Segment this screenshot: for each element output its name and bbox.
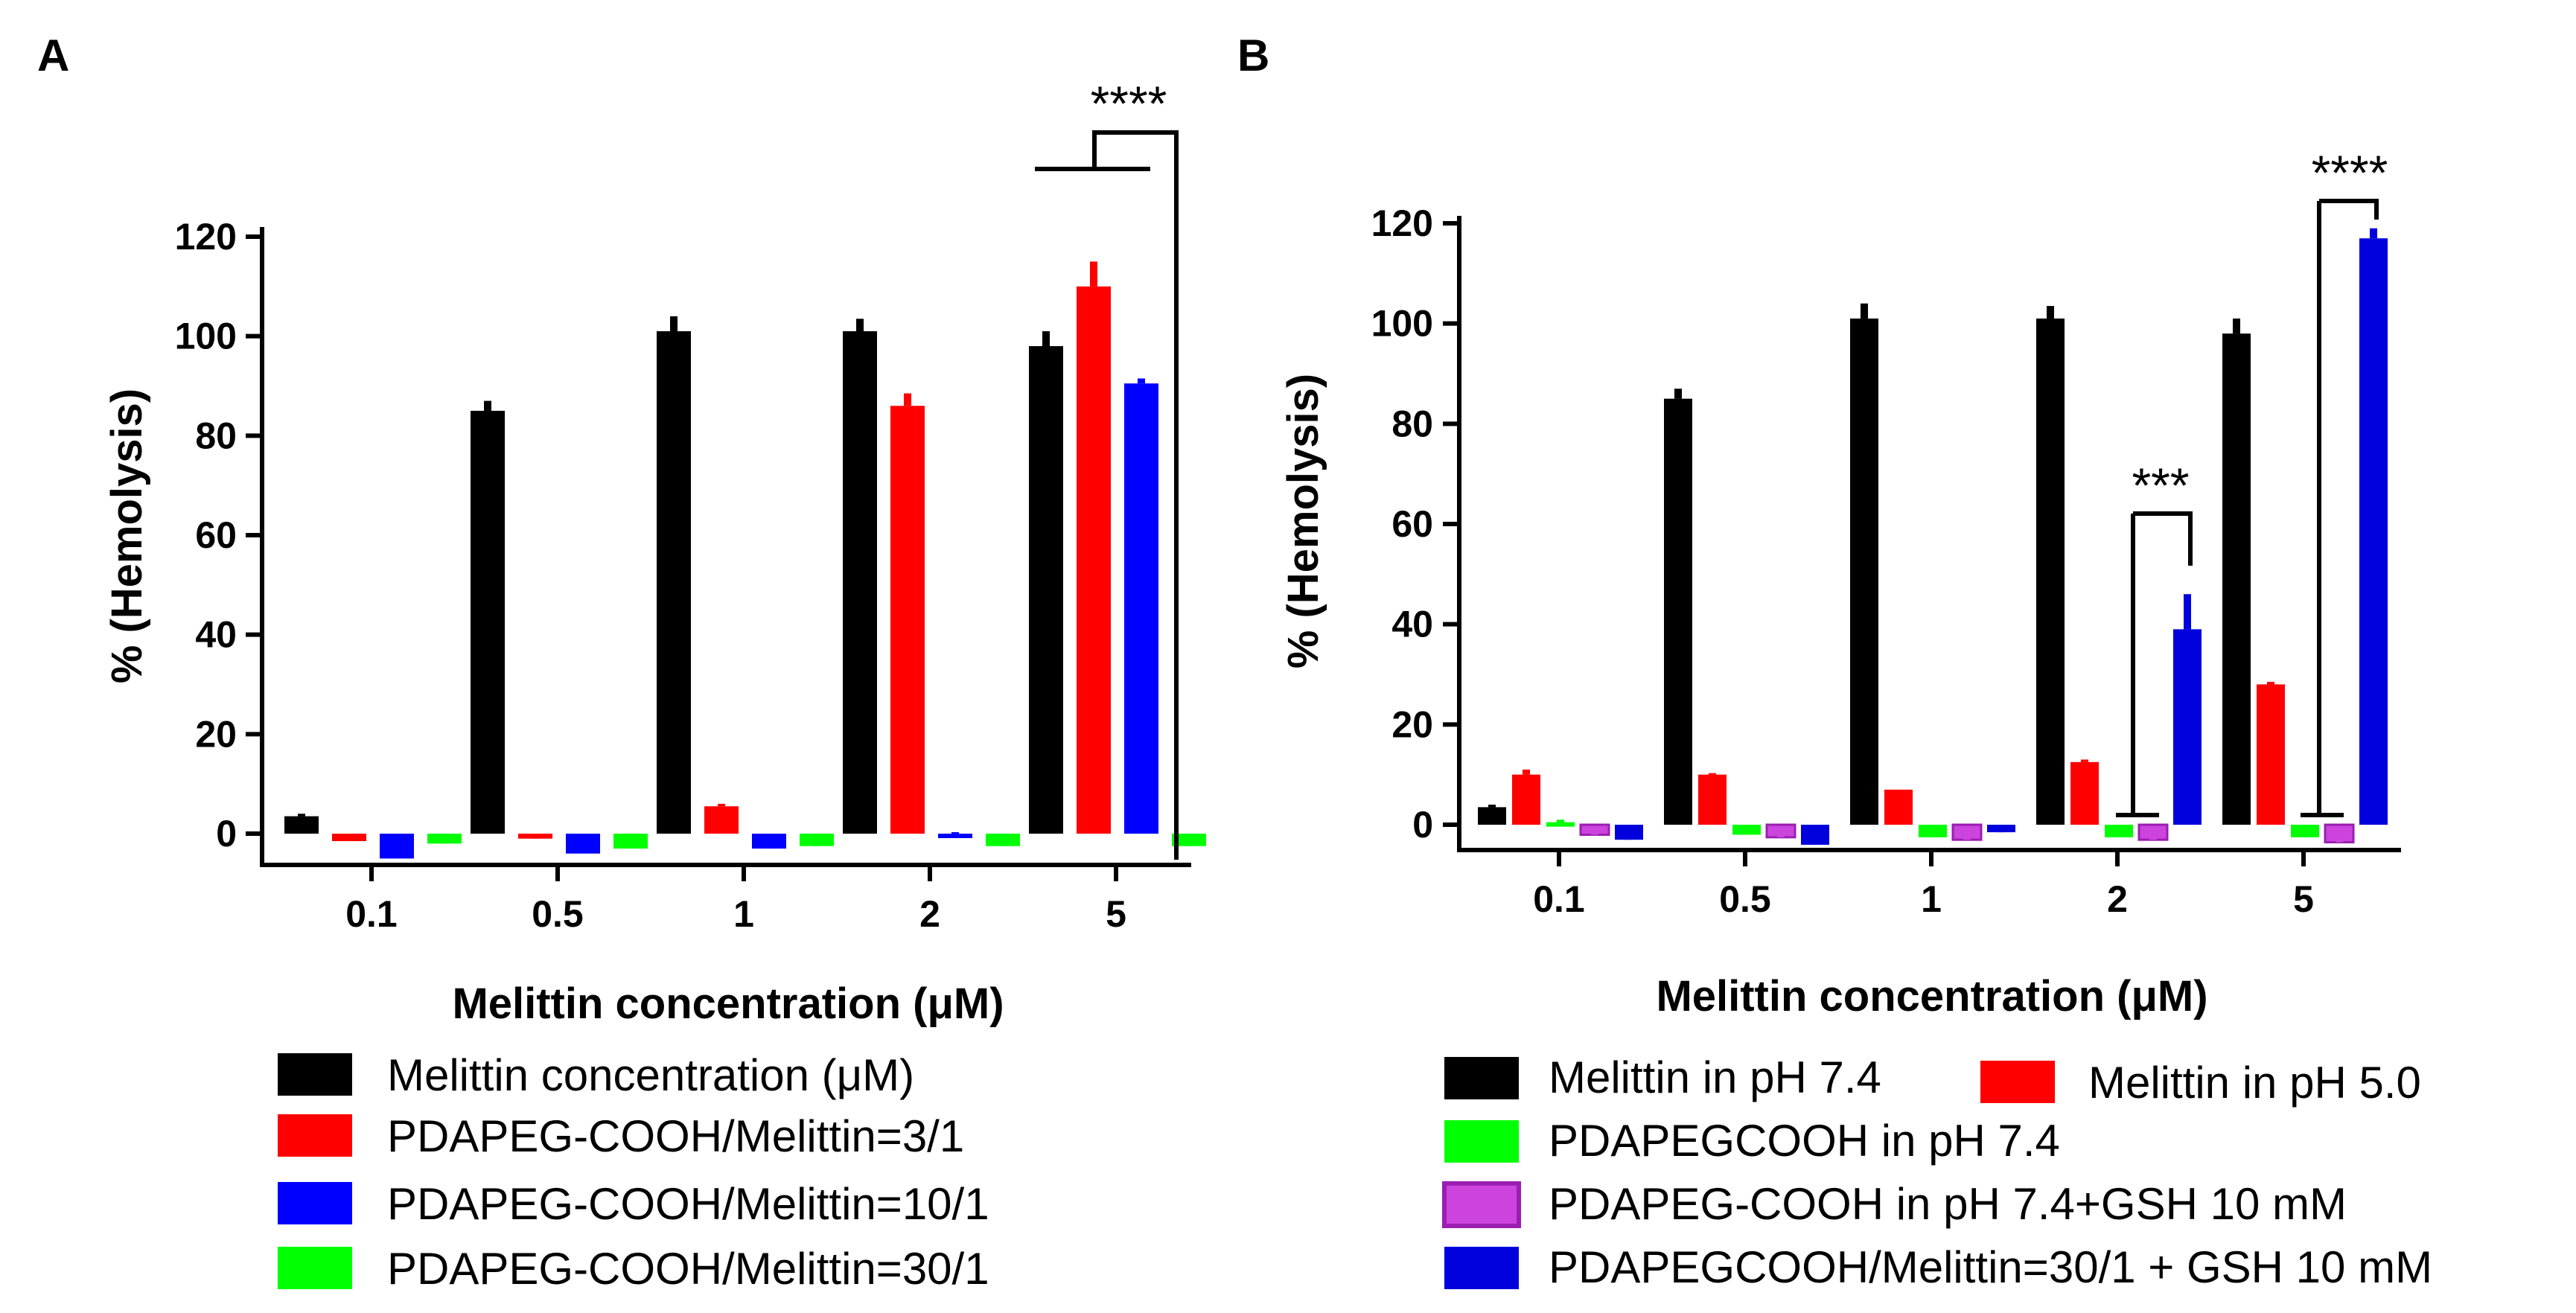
a-xtick-label-0.5: 0.5 <box>532 893 584 935</box>
b-ytick-label-0: 0 <box>1412 804 1433 846</box>
b-bar-1-4 <box>1801 825 1829 845</box>
b-xtick-label-0.5: 0.5 <box>1719 878 1771 920</box>
b-bar-3-2 <box>2105 825 2133 837</box>
a-xtick-label-1: 1 <box>733 893 754 935</box>
a-ytick-label-80: 80 <box>195 415 237 456</box>
b-ytick-label-120: 120 <box>1371 202 1433 244</box>
a-bar-0-0 <box>284 816 319 834</box>
b-bar-1-2 <box>1732 825 1761 835</box>
legend-b-label-2: PDAPEGCOOH in pH 7.4 <box>1549 1116 2060 1166</box>
a-ytick-label-0: 0 <box>216 813 237 854</box>
legend-b-swatch-4 <box>1444 1247 1519 1289</box>
a-bar-4-1 <box>1077 286 1111 834</box>
sig-label-b1: *** <box>2132 458 2189 513</box>
b-bar-0-4 <box>1615 825 1643 840</box>
b-bar-1-0 <box>1664 398 1692 825</box>
b-ytick-label-100: 100 <box>1371 303 1433 345</box>
panel-label-a: A <box>37 31 69 80</box>
b-bar-2-4 <box>1987 825 2015 833</box>
a-bar-0-2 <box>380 834 414 859</box>
legend-b-label-4: PDAPEGCOOH/Melittin=30/1 + GSH 10 mM <box>1549 1242 2432 1292</box>
b-xtick-label-1: 1 <box>1921 878 1942 920</box>
panel-label-b: B <box>1237 31 1269 80</box>
x-axis-title-a: Melittin concentration (μM) <box>452 980 1004 1028</box>
a-bar-2-0 <box>657 330 691 834</box>
b-ytick-label-40: 40 <box>1391 604 1433 645</box>
a-ytick-label-120: 120 <box>175 216 237 258</box>
legend-b-swatch-3 <box>1442 1181 1521 1228</box>
a-xtick-label-2: 2 <box>919 893 940 935</box>
a-bar-1-0 <box>471 410 505 834</box>
legend-a-swatch-3 <box>278 1247 352 1289</box>
b-xtick-label-0.1: 0.1 <box>1533 878 1585 920</box>
legend-b-label-0: Melittin in pH 7.4 <box>1549 1052 1881 1102</box>
y-axis-title-b: % (Hemolysis) <box>1279 374 1327 668</box>
a-bar-3-0 <box>843 330 877 834</box>
b-ytick-label-80: 80 <box>1391 403 1433 444</box>
sig-bracket-b1-arm <box>2133 511 2193 566</box>
a-bar-2-3 <box>800 834 834 846</box>
sig-label-b2: **** <box>2312 145 2388 200</box>
legend-b-swatch-2 <box>1444 1120 1519 1163</box>
legend-b-label-3: PDAPEG-COOH in pH 7.4+GSH 10 mM <box>1549 1179 2347 1229</box>
b-bar-1-1 <box>1698 774 1727 825</box>
legend-a-label-0: Melittin concentration (μM) <box>387 1050 914 1100</box>
b-ytick-label-60: 60 <box>1391 503 1433 545</box>
b-bar-3-0 <box>2036 318 2065 825</box>
b-bar-3-1 <box>2070 761 2099 825</box>
legend-a-label-1: PDAPEG-COOH/Melittin=3/1 <box>387 1111 964 1161</box>
sig-label-a: **** <box>1091 76 1167 131</box>
legend-a-label-3: PDAPEG-COOH/Melittin=30/1 <box>387 1244 989 1294</box>
legend-a: Melittin concentration (μM) PDAPEG-COOH/… <box>278 1050 989 1294</box>
b-xtick-label-5: 5 <box>2293 878 2314 920</box>
b-xtick-label-2: 2 <box>2107 878 2128 920</box>
b-bar-4-4 <box>2359 238 2388 825</box>
b-bar-2-1 <box>1884 789 1913 825</box>
a-bar-4-0 <box>1029 346 1063 834</box>
b-bar-2-2 <box>1919 825 1947 837</box>
legend-a-swatch-1 <box>278 1114 352 1157</box>
a-bar-2-2 <box>752 834 786 849</box>
b-bar-3-4 <box>2173 629 2202 825</box>
a-bar-3-2 <box>938 834 972 838</box>
legend-b-label-1: Melittin in pH 5.0 <box>2088 1058 2421 1108</box>
sig-bracket-b2-arm <box>2319 199 2379 220</box>
a-bar-1-2 <box>566 834 600 854</box>
legend-b-swatch-1 <box>1980 1061 2055 1103</box>
b-bar-4-3 <box>2324 823 2355 844</box>
a-ytick-label-20: 20 <box>195 713 237 755</box>
a-ytick-label-40: 40 <box>195 614 237 656</box>
y-axis-title-a: % (Hemolysis) <box>103 389 151 683</box>
b-ytick-label-20: 20 <box>1391 703 1433 745</box>
legend-a-label-2: PDAPEG-COOH/Melittin=10/1 <box>387 1179 989 1229</box>
a-bar-3-1 <box>890 406 925 834</box>
sig-bracket-a-arm <box>1092 130 1179 860</box>
b-bar-4-2 <box>2291 825 2319 837</box>
a-bar-2-1 <box>704 806 739 834</box>
a-bar-0-1 <box>332 834 366 842</box>
x-axis-title-b: Melittin concentration (μM) <box>1656 972 2207 1020</box>
a-xtick-label-5: 5 <box>1106 893 1126 935</box>
legend-a-swatch-2 <box>278 1182 352 1224</box>
a-xtick-label-0.1: 0.1 <box>345 893 398 935</box>
a-ytick-label-100: 100 <box>175 316 237 357</box>
b-bar-4-1 <box>2257 684 2285 825</box>
b-bar-2-0 <box>1850 318 1878 825</box>
b-bar-0-0 <box>1478 807 1506 825</box>
a-ytick-label-60: 60 <box>195 514 237 556</box>
legend-b-swatch-0 <box>1444 1057 1519 1099</box>
b-bar-4-0 <box>2222 333 2251 825</box>
a-bar-4-3 <box>1172 834 1206 846</box>
legend-a-swatch-0 <box>278 1053 352 1096</box>
b-bar-0-2 <box>1546 822 1575 827</box>
a-bar-4-2 <box>1124 383 1158 834</box>
legend-b: Melittin in pH 7.4 Melittin in pH 5.0 PD… <box>1442 1052 2432 1292</box>
b-bar-0-1 <box>1512 774 1540 825</box>
